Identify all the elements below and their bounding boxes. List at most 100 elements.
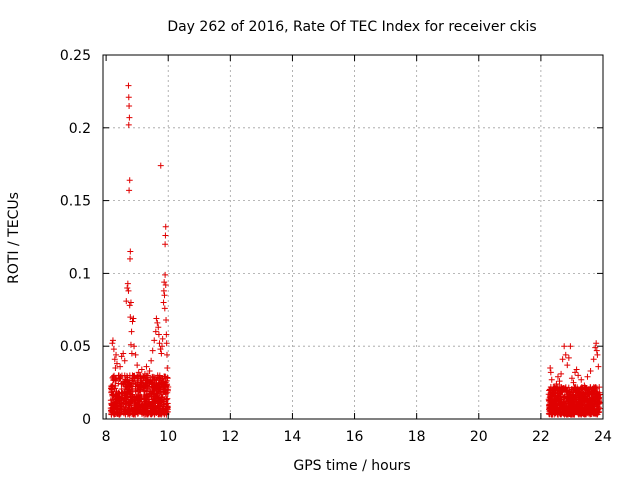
data-point (124, 280, 131, 287)
data-point (126, 114, 133, 121)
data-point (556, 408, 563, 415)
data-point (554, 373, 561, 380)
chart-title: Day 262 of 2016, Rate Of TEC Index for r… (167, 19, 536, 35)
data-point (163, 331, 170, 338)
data-point (118, 353, 125, 360)
data-point (109, 392, 116, 399)
data-point (123, 396, 130, 403)
data-point (547, 384, 554, 391)
data-point (578, 400, 585, 407)
data-point (133, 393, 140, 400)
data-point (159, 335, 166, 342)
data-point (566, 388, 573, 395)
data-point (111, 356, 118, 363)
data-point (127, 299, 134, 306)
data-point (130, 372, 137, 379)
data-point (109, 340, 116, 347)
data-point (551, 397, 558, 404)
data-point (158, 350, 165, 357)
data-point (118, 394, 125, 401)
data-point (565, 410, 572, 417)
data-point (132, 401, 139, 408)
data-point (125, 287, 132, 294)
data-point (547, 369, 554, 376)
data-point (546, 387, 553, 394)
data-point (161, 373, 168, 380)
data-point (160, 299, 167, 306)
data-point (554, 384, 561, 391)
data-point (148, 357, 155, 364)
data-point (585, 391, 592, 398)
data-point (125, 121, 132, 128)
data-point (127, 398, 134, 405)
data-point (565, 354, 572, 361)
data-point (152, 328, 159, 335)
data-point (159, 343, 166, 350)
y-tick-label: 0 (82, 412, 91, 428)
x-tick-label: 24 (594, 429, 612, 445)
data-point (155, 331, 162, 338)
data-point (113, 360, 120, 367)
x-tick-label: 12 (221, 429, 239, 445)
data-point (127, 341, 134, 348)
data-point (153, 315, 160, 322)
data-point (164, 400, 171, 407)
data-point (118, 380, 125, 387)
data-point (116, 411, 123, 418)
data-point (126, 187, 133, 194)
data-point (117, 363, 124, 370)
data-point (595, 400, 602, 407)
data-point (149, 401, 156, 408)
data-point (562, 351, 569, 358)
data-point (125, 389, 132, 396)
data-point (579, 390, 586, 397)
data-point (137, 406, 144, 413)
x-tick-label: 8 (102, 429, 111, 445)
data-point (556, 398, 563, 405)
data-point (547, 365, 554, 372)
x-tick-label: 22 (532, 429, 550, 445)
data-point (149, 373, 156, 380)
data-point (558, 370, 565, 377)
data-point (587, 367, 594, 374)
data-point (162, 271, 169, 278)
data-point (130, 315, 137, 322)
data-point (151, 337, 158, 344)
data-point (108, 385, 115, 392)
data-point (127, 248, 134, 255)
data-point (159, 384, 166, 391)
data-point (161, 305, 168, 312)
data-point (155, 324, 162, 331)
data-point (593, 400, 600, 407)
data-point (149, 347, 156, 354)
data-point (146, 385, 153, 392)
data-point (155, 399, 162, 406)
y-tick-label: 0.25 (60, 48, 91, 64)
data-point (587, 384, 594, 391)
data-point (143, 363, 150, 370)
data-point (152, 393, 159, 400)
data-point (548, 376, 555, 383)
data-point (151, 386, 158, 393)
data-point (562, 399, 569, 406)
data-point (162, 232, 169, 239)
data-point (146, 367, 153, 374)
data-point (563, 404, 570, 411)
data-point (584, 401, 591, 408)
data-point (108, 401, 115, 408)
data-point (593, 340, 600, 347)
data-point (546, 401, 553, 408)
data-point (115, 389, 122, 396)
data-point (131, 343, 138, 350)
data-point (161, 292, 168, 299)
data-point (117, 400, 124, 407)
data-point (143, 372, 150, 379)
y-tick-labels: 0 0.05 0.1 0.15 0.2 0.25 (60, 48, 91, 428)
grid-lines (103, 55, 603, 419)
axis-ticks (103, 54, 604, 420)
data-point (578, 411, 585, 418)
data-point (134, 372, 141, 379)
data-point (121, 357, 128, 364)
data-point (590, 356, 597, 363)
